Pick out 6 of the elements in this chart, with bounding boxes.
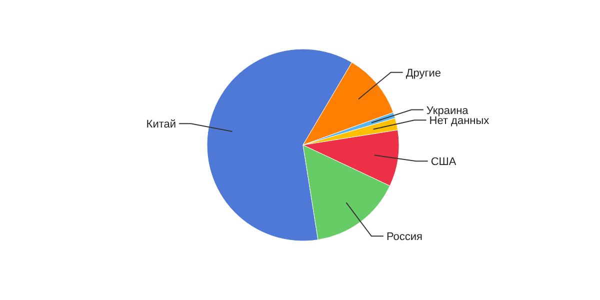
slice-label: Украина	[426, 104, 470, 117]
slice-label: Другие	[406, 67, 442, 80]
slice-label: Нет данных	[429, 115, 490, 128]
slice-label: США	[430, 156, 457, 168]
slice-label: Китай	[146, 118, 176, 131]
slice-label: Россия	[386, 231, 423, 244]
